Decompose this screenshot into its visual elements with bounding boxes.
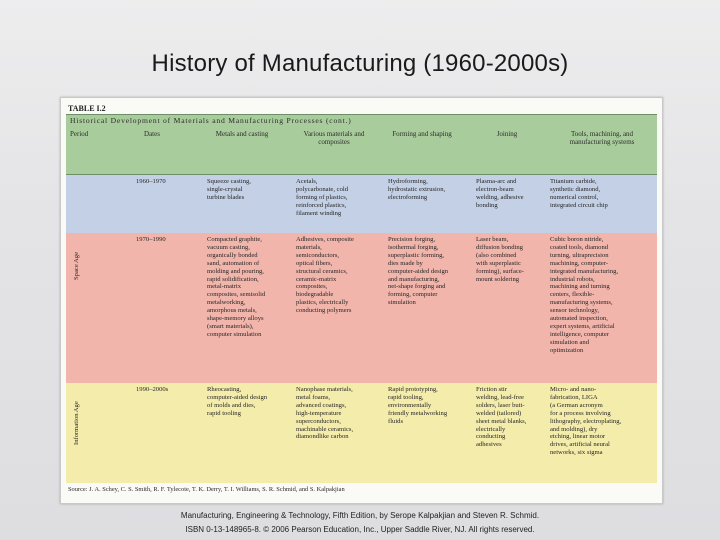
cell-metals: Squeeze casting, single-crystal turbine … [207,178,251,201]
table-row-1970: Space Age 1970–1990 Compacted graphite, … [66,233,657,383]
cell-tools: Micro- and nano- fabrication, LIGA (a Ge… [550,386,622,457]
cell-joining: Friction stir welding, lead-free solders… [476,386,527,449]
cell-metals: Rheocasting, computer-aided design of mo… [207,386,268,417]
cell-metals: Compacted graphite, vacuum casting, orga… [207,236,266,338]
cell-forming: Rapid prototyping, rapid tooling, enviro… [388,386,448,425]
slide-title: History of Manufacturing (1960-2000s) [151,50,569,77]
table-row-1990: Information Age 1990–2000s Rheocasting, … [66,383,657,483]
cell-materials: Acetals, polycarbonate, cold forming of … [296,178,348,217]
cell-materials: Nanophase materials, metal foams, advanc… [296,386,354,441]
header-materials: Various materials and composites [303,130,365,146]
cell-forming: Precision forging, isothermal forging, s… [388,236,449,307]
cell-forming: Hydroforming, hydrostatic extrusion, ele… [388,178,446,201]
table-label: TABLE I.2 [68,104,106,113]
table-row-1960: 1960–1970 Squeeze casting, single-crysta… [66,175,657,233]
cell-tools: Cubic boron nitride, coated tools, diamo… [550,236,619,354]
row-dates: 1960–1970 [136,178,166,185]
header-joining: Joining [496,130,518,138]
header-tools: Tools, machining, and manufacturing syst… [569,130,635,146]
header-dates: Dates [144,130,160,138]
row-dates: 1970–1990 [136,236,166,243]
table-caption-band: Historical Development of Materials and … [66,114,657,127]
table-figure: TABLE I.2 Historical Development of Mate… [60,97,663,504]
header-period: Period [70,130,89,138]
footer-copyright: ISBN 0-13-148965-8. © 2006 Pearson Educa… [185,525,535,534]
table-caption: Historical Development of Materials and … [70,116,352,125]
cell-joining: Plasma-arc and electron-beam welding, ad… [476,178,524,209]
table-header-row: Period Dates Metals and casting Various … [66,126,657,175]
row-dates: 1990–2000s [136,386,169,393]
header-metals: Metals and casting [215,130,269,138]
row-period-information-age: Information Age [73,401,80,445]
history-table: TABLE I.2 Historical Development of Mate… [66,102,657,499]
table-source: Source: J. A. Schey, C. S. Smith, R. F. … [68,486,345,493]
cell-joining: Laser beam, diffusion bonding (also comb… [476,236,524,283]
row-period-space-age: Space Age [73,251,80,280]
header-forming: Forming and shaping [392,130,452,138]
footer-citation: Manufacturing, Engineering & Technology,… [180,511,540,520]
cell-materials: Adhesives, composite materials, semicond… [296,236,354,315]
cell-tools: Titanium carbide, synthetic diamond, num… [550,178,608,209]
